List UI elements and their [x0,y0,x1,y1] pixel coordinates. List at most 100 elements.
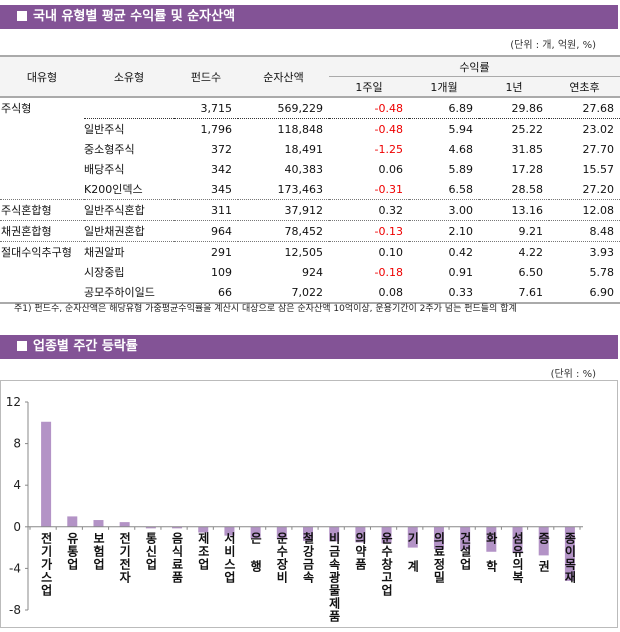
cell-major: 주식혼합형 [0,199,84,221]
category-label: 제조업 [196,531,210,570]
cell-w1: 0.06 [378,162,404,176]
sector-bar-chart: 12 8 4 0 -4 -8 전기가스업 유통업 보험업 전기전자 통신업 음식료품 제조업 서비스업 은 … [0,380,618,628]
bar [276,526,287,540]
bar [407,526,418,548]
category-label: 종이목재 [563,531,577,583]
cell-w1: 0.32 [329,199,409,221]
cell-minor: K200인덱스 [84,179,174,200]
cell-m1: 0.33 [448,285,474,299]
table-row: 중소형주식 372 18,491 -1.25 4.68 31.85 27.70 [0,139,620,159]
col-ytd: 연초후 [549,76,620,97]
cell-y1: 9.21 [479,220,549,242]
section-header-sector: 업종별 주간 등락률 [0,335,618,359]
cell-minor: 중소형주식 [84,143,135,156]
cell-ytd: 27.70 [582,142,615,156]
bar [329,526,340,542]
cell-w1: -0.48 [329,97,409,119]
y-tick-label: -8 [9,603,21,617]
bar [41,421,52,527]
section-title: 국내 유형별 평균 수익률 및 순자산액 [33,9,236,24]
cell-m1: 5.89 [448,162,474,176]
category-label: 운수창고업 [380,530,394,596]
cell-assets: 40,383 [284,162,324,176]
category-label: 증 권 [537,531,551,572]
cell-y1: 4.22 [518,245,544,259]
bar [381,526,392,544]
category-label: 의약품 [353,530,367,570]
cell-y1: 6.50 [518,265,544,279]
category-label: 운수장비 [275,530,289,583]
cell-minor: 일반주식혼합 [84,199,174,221]
unit-label: (단위 : 개, 억원, %) [510,40,596,51]
category-label: 유통업 [65,531,79,570]
cell-funds: 66 [218,285,232,299]
cell-w1: 0.08 [378,285,404,299]
cell-ytd: 27.68 [549,97,620,119]
col-funds: 펀드수 [174,56,238,97]
cell-ytd: 3.93 [589,245,615,259]
col-1w: 1주일 [329,76,409,97]
category-label: 전기전자 [118,530,132,583]
cell-w1: -0.48 [374,122,403,136]
category-label: 기 계 [406,530,420,572]
cell-assets: 12,505 [284,245,324,259]
cell-ytd: 5.78 [589,265,615,279]
cell-w1: 0.10 [378,245,404,259]
cell-funds: 345 [174,179,238,200]
cell-minor [84,97,174,119]
cell-m1: 0.42 [448,245,474,259]
table-row: 일반주식 1,796 118,848 -0.48 5.94 25.22 23.02 [0,119,620,140]
cell-minor: 공모주하이일드 [84,286,155,299]
cell-m1: 4.68 [448,142,474,156]
square-icon [17,341,27,351]
cell-y1: 13.16 [479,199,549,221]
bar [67,516,78,527]
cell-w1: -0.13 [329,220,409,242]
category-label: 은 행 [249,531,263,572]
square-icon [17,11,27,21]
bar [145,526,156,529]
cell-m1: 6.58 [409,179,479,200]
bar [172,526,183,529]
cell-y1: 7.61 [518,285,544,299]
cell-funds: 3,715 [174,97,238,119]
cell-funds: 109 [211,265,232,279]
y-tick-label: 12 [6,395,21,409]
bar [512,526,523,553]
cell-m1: 5.94 [448,122,474,136]
cell-assets: 7,022 [291,285,324,299]
bar [198,526,209,533]
cell-major [0,179,84,200]
cell-m1: 3.00 [409,199,479,221]
bar [564,526,575,581]
cell-assets: 78,452 [238,220,329,242]
col-assets: 순자산액 [238,56,329,97]
cell-assets: 118,848 [277,122,324,136]
col-major: 대유형 [0,56,84,97]
category-label: 섬유의복 [511,530,525,583]
table-row: K200인덱스 345 173,463 -0.31 6.58 28.58 27.20 [0,179,620,200]
cell-ytd: 27.20 [549,179,620,200]
bar [303,526,313,541]
cell-ytd: 23.02 [582,122,615,136]
cell-funds: 372 [211,142,232,156]
table-row: 주식혼합형 일반주식혼합 311 37,912 0.32 3.00 13.16 12.08 [0,199,620,221]
category-label: 철강금속 [301,530,315,583]
cell-funds: 311 [174,199,238,221]
cell-funds: 1,796 [200,122,233,136]
col-1m: 1개월 [409,76,479,97]
cell-major: 주식형 [1,102,32,116]
bar [433,526,444,550]
cell-ytd: 12.08 [549,199,620,221]
cell-y1: 28.58 [479,179,549,200]
cell-w1: -0.18 [374,265,403,279]
cell-ytd: 6.90 [589,285,615,299]
cell-y1: 29.86 [479,97,549,119]
cell-major [0,159,84,179]
col-returns: 수익률 [329,56,620,77]
cell-funds: 964 [174,220,238,242]
cell-y1: 17.28 [511,162,544,176]
cell-m1: 6.89 [409,97,479,119]
bar [93,520,104,527]
cell-minor: 일반채권혼합 [84,220,174,242]
